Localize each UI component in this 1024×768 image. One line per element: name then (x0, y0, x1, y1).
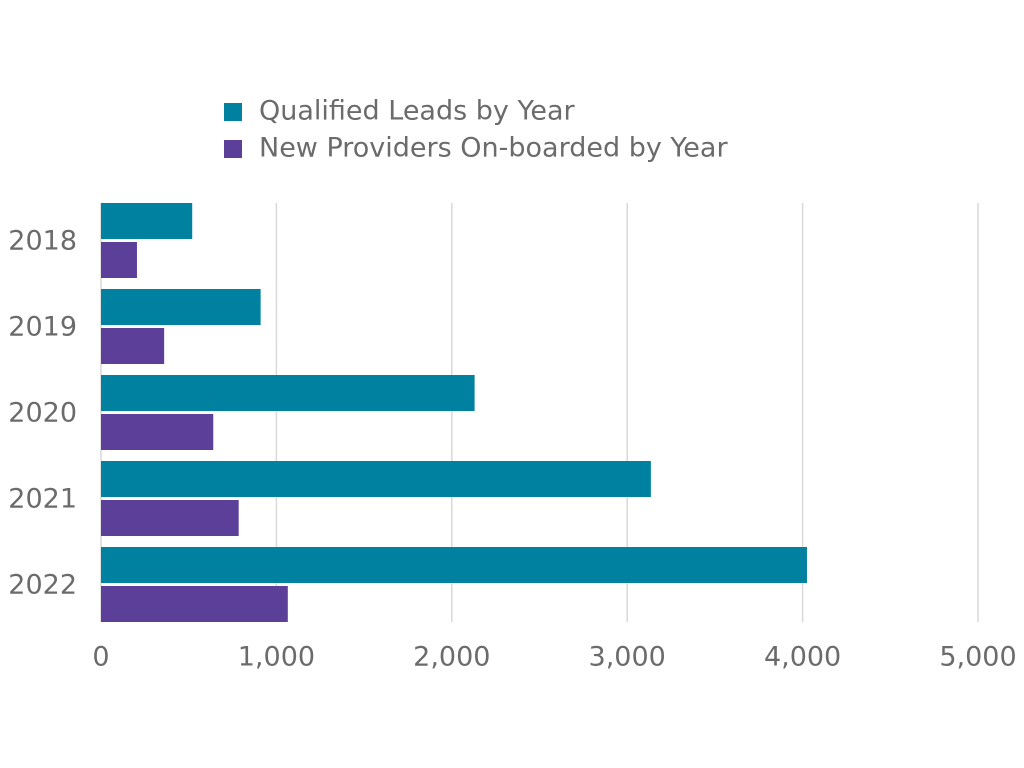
x-tick-label: 5,000 (939, 642, 1016, 673)
y-tick-label: 2021 (8, 484, 77, 515)
bar (101, 461, 651, 497)
y-tick-label: 2018 (8, 226, 77, 257)
x-tick-label: 0 (92, 642, 109, 673)
legend-label: New Providers On-boarded by Year (259, 133, 728, 164)
bar (101, 414, 214, 450)
bar (101, 547, 807, 583)
y-tick-label: 2022 (8, 570, 77, 601)
bar (101, 242, 137, 278)
bar (101, 586, 288, 622)
x-tick-label: 2,000 (413, 642, 490, 673)
legend-swatch (224, 140, 242, 158)
x-tick-label: 1,000 (238, 642, 315, 673)
legend-swatch (224, 103, 242, 121)
bar (101, 203, 193, 239)
bar (101, 289, 261, 325)
y-tick-label: 2020 (8, 398, 77, 429)
bar (101, 375, 475, 411)
legend-label: Qualified Leads by Year (259, 96, 576, 127)
y-tick-label: 2019 (8, 312, 77, 343)
bar (101, 328, 165, 364)
x-tick-label: 4,000 (764, 642, 841, 673)
bar (101, 500, 239, 536)
x-tick-label: 3,000 (589, 642, 666, 673)
